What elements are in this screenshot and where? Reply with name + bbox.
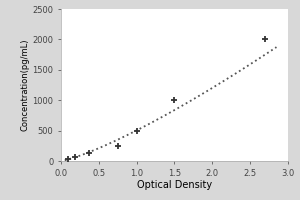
X-axis label: Optical Density: Optical Density [137, 180, 212, 190]
Y-axis label: Concentration(pg/mL): Concentration(pg/mL) [21, 39, 30, 131]
